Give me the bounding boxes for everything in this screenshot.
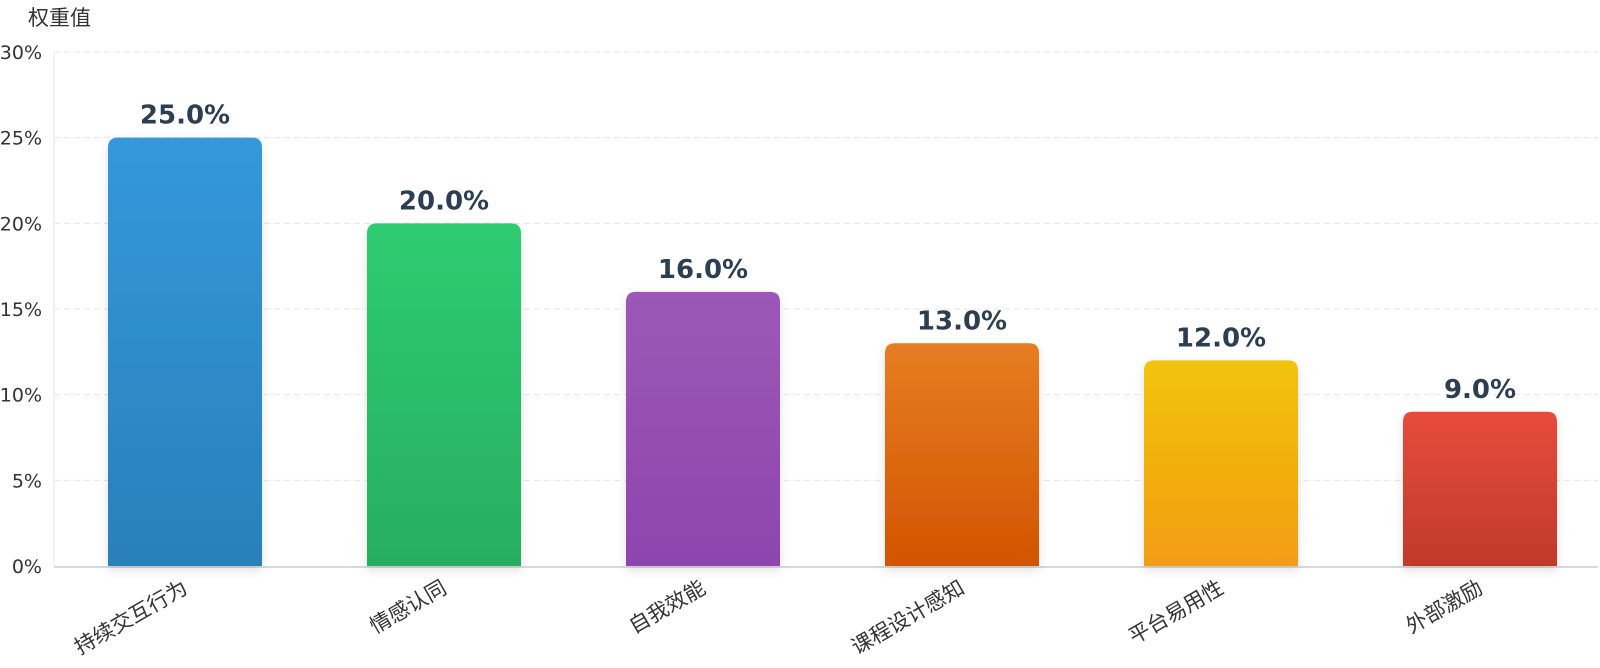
bar-value-label: 9.0% xyxy=(1444,375,1516,405)
y-tick-label: 30% xyxy=(0,42,42,64)
category-labels: 持续交互行为 情感认同 自我效能 课程设计感知 平台易用性 外部激励 xyxy=(70,576,1486,660)
bar-value-label: 16.0% xyxy=(658,255,748,285)
bar-6[interactable] xyxy=(1403,411,1557,566)
y-tick-label: 5% xyxy=(12,470,42,492)
y-tick-label: 15% xyxy=(0,299,42,321)
bar-1[interactable] xyxy=(108,137,262,566)
category-label: 课程设计感知 xyxy=(847,576,968,660)
grid-lines xyxy=(54,51,1598,481)
category-label: 外部激励 xyxy=(1402,576,1487,639)
bar-value-label: 20.0% xyxy=(399,186,489,216)
category-label: 自我效能 xyxy=(625,576,710,639)
category-label: 情感认同 xyxy=(366,576,451,639)
value-labels: 25.0% 20.0% 16.0% 13.0% 12.0% 9.0% xyxy=(140,101,1516,405)
y-tick-label: 0% xyxy=(12,556,42,578)
category-label: 平台易用性 xyxy=(1125,576,1228,649)
y-axis-title: 权重值 xyxy=(28,6,91,30)
bar-3[interactable] xyxy=(626,291,780,566)
bars xyxy=(108,137,1557,567)
bar-4[interactable] xyxy=(885,343,1039,566)
axes xyxy=(53,52,1598,568)
bar-value-label: 13.0% xyxy=(917,306,1007,336)
y-tick-label: 10% xyxy=(0,385,42,407)
bar-value-label: 25.0% xyxy=(140,101,230,131)
category-label: 持续交互行为 xyxy=(70,576,191,660)
bar-2[interactable] xyxy=(367,223,521,567)
bar-5[interactable] xyxy=(1144,360,1298,566)
y-axis-ticks: 0% 5% 10% 15% 20% 25% 30% xyxy=(0,42,42,578)
bar-value-label: 12.0% xyxy=(1176,323,1266,353)
y-tick-label: 20% xyxy=(0,213,42,235)
y-tick-label: 25% xyxy=(0,128,42,150)
